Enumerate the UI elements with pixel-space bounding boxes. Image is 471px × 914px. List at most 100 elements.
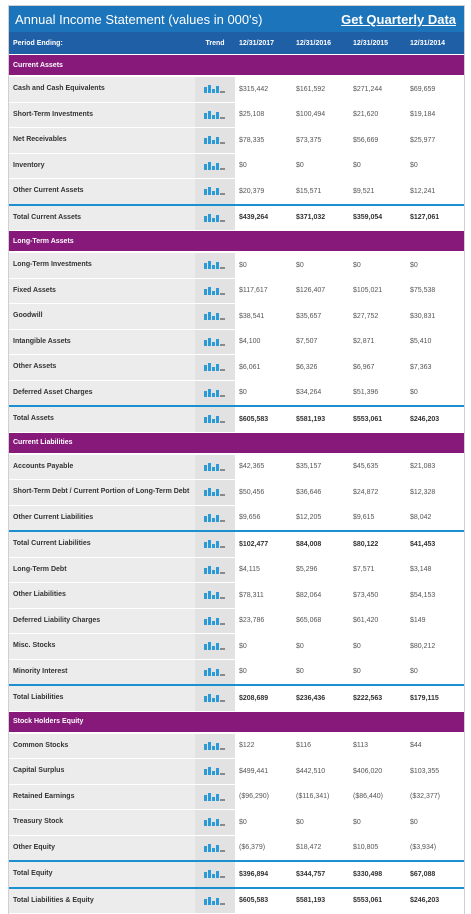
trend-cell: [195, 153, 235, 179]
section-title: Current Assets: [9, 54, 464, 77]
row-label: Total Assets: [9, 405, 195, 433]
trend-icon: [204, 312, 225, 321]
data-row: Short-Term Investments $25,108 $100,494 $21…: [9, 102, 464, 128]
value-cell: $246,203: [406, 405, 464, 433]
value-cell: $38,541: [235, 303, 292, 330]
value-cell: $246,203: [406, 886, 464, 914]
value-cell: ($116,341): [292, 784, 349, 810]
statement-table: Period Ending: Trend 12/31/2017 12/31/2016 1…: [9, 32, 464, 914]
data-row: Intangible Assets $4,100 $7,507 $2,871 $5,41…: [9, 329, 464, 355]
value-cell: $35,657: [292, 303, 349, 330]
trend-cell: [195, 582, 235, 609]
row-label: Long-Term Debt: [9, 557, 195, 583]
section-row: Long-Term Assets: [9, 230, 464, 253]
value-cell: $82,064: [292, 582, 349, 609]
row-label: Retained Earnings: [9, 784, 195, 810]
trend-cell: [195, 659, 235, 686]
value-cell: $330,498: [349, 860, 406, 888]
row-label: Inventory: [9, 153, 195, 179]
row-label: Other Equity: [9, 835, 195, 862]
data-row: Treasury Stock $0 $0 $0 $0: [9, 809, 464, 836]
trend-icon: [204, 462, 225, 471]
value-cell: $581,193: [292, 405, 349, 433]
data-row: Goodwill $38,541 $35,657 $27,752 $30,831: [9, 303, 464, 330]
trend-icon: [204, 843, 225, 852]
data-row: Capital Surplus $499,441 $442,510 $406,020 $…: [9, 758, 464, 785]
trend-icon: [204, 187, 225, 196]
data-row: Cash and Cash Equivalents $315,442 $161,59…: [9, 76, 464, 103]
value-cell: $6,061: [235, 354, 292, 381]
value-cell: $222,563: [349, 684, 406, 712]
value-cell: $396,894: [235, 860, 292, 888]
quarterly-link[interactable]: Get Quarterly Data: [341, 12, 456, 27]
row-label: Other Current Liabilities: [9, 505, 195, 532]
trend-cell: [195, 76, 235, 103]
value-cell: $67,088: [406, 860, 464, 888]
value-cell: $0: [349, 633, 406, 660]
value-cell: $25,108: [235, 102, 292, 128]
section-row: Current Assets: [9, 54, 464, 77]
trend-cell: [195, 329, 235, 355]
trend-icon: [204, 110, 225, 119]
value-cell: $149: [406, 608, 464, 634]
trend-icon: [204, 85, 225, 94]
value-cell: $44: [406, 732, 464, 759]
value-cell: $23,786: [235, 608, 292, 634]
value-cell: $0: [235, 633, 292, 660]
value-cell: $126,407: [292, 278, 349, 304]
value-cell: $15,571: [292, 178, 349, 205]
trend-cell: [195, 505, 235, 532]
trend-icon: [204, 694, 225, 703]
trend-cell: [195, 479, 235, 506]
value-cell: $442,510: [292, 758, 349, 785]
value-cell: $12,241: [406, 178, 464, 205]
value-cell: $9,656: [235, 505, 292, 532]
value-cell: $42,365: [235, 453, 292, 480]
title: Annual Income Statement (values in 000's…: [15, 12, 263, 27]
row-label: Other Current Assets: [9, 178, 195, 205]
column-header: 12/31/2014: [406, 32, 464, 55]
value-cell: $0: [235, 153, 292, 179]
data-row: Long-Term Debt $4,115 $5,296 $7,571 $3,148: [9, 557, 464, 583]
trend-cell: [195, 453, 235, 480]
value-cell: $0: [292, 809, 349, 836]
value-cell: $34,264: [292, 380, 349, 407]
column-header: Trend: [195, 32, 235, 55]
row-label: Deferred Asset Charges: [9, 380, 195, 407]
section-title: Stock Holders Equity: [9, 711, 464, 734]
data-row: Net Receivables $78,335 $73,375 $56,669 $25,…: [9, 127, 464, 154]
value-cell: $103,355: [406, 758, 464, 785]
trend-icon: [204, 642, 225, 651]
trend-cell: [195, 405, 235, 433]
value-cell: $0: [406, 809, 464, 836]
data-row: Other Liabilities $78,311 $82,064 $73,450 $5…: [9, 582, 464, 609]
value-cell: $406,020: [349, 758, 406, 785]
trend-icon: [204, 213, 225, 222]
value-cell: $0: [292, 252, 349, 279]
column-header: Period Ending:: [9, 32, 195, 55]
row-label: Other Assets: [9, 354, 195, 381]
value-cell: $20,379: [235, 178, 292, 205]
trend-cell: [195, 303, 235, 330]
value-cell: $0: [349, 153, 406, 179]
trend-cell: [195, 530, 235, 558]
value-cell: $113: [349, 732, 406, 759]
row-label: Common Stocks: [9, 732, 195, 759]
row-label: Total Liabilities & Equity: [9, 886, 195, 914]
value-cell: $553,061: [349, 886, 406, 914]
value-cell: $581,193: [292, 886, 349, 914]
trend-cell: [195, 860, 235, 888]
value-cell: $65,068: [292, 608, 349, 634]
value-cell: $69,659: [406, 76, 464, 103]
statement-panel: Annual Income Statement (values in 000's…: [8, 5, 465, 914]
trend-icon: [204, 161, 225, 170]
column-header: 12/31/2017: [235, 32, 292, 55]
trend-icon: [204, 741, 225, 750]
value-cell: $0: [292, 153, 349, 179]
trend-cell: [195, 380, 235, 407]
value-cell: $371,032: [292, 203, 349, 231]
trend-icon: [204, 488, 225, 497]
value-cell: $7,507: [292, 329, 349, 355]
value-cell: $271,244: [349, 76, 406, 103]
value-cell: $0: [406, 252, 464, 279]
